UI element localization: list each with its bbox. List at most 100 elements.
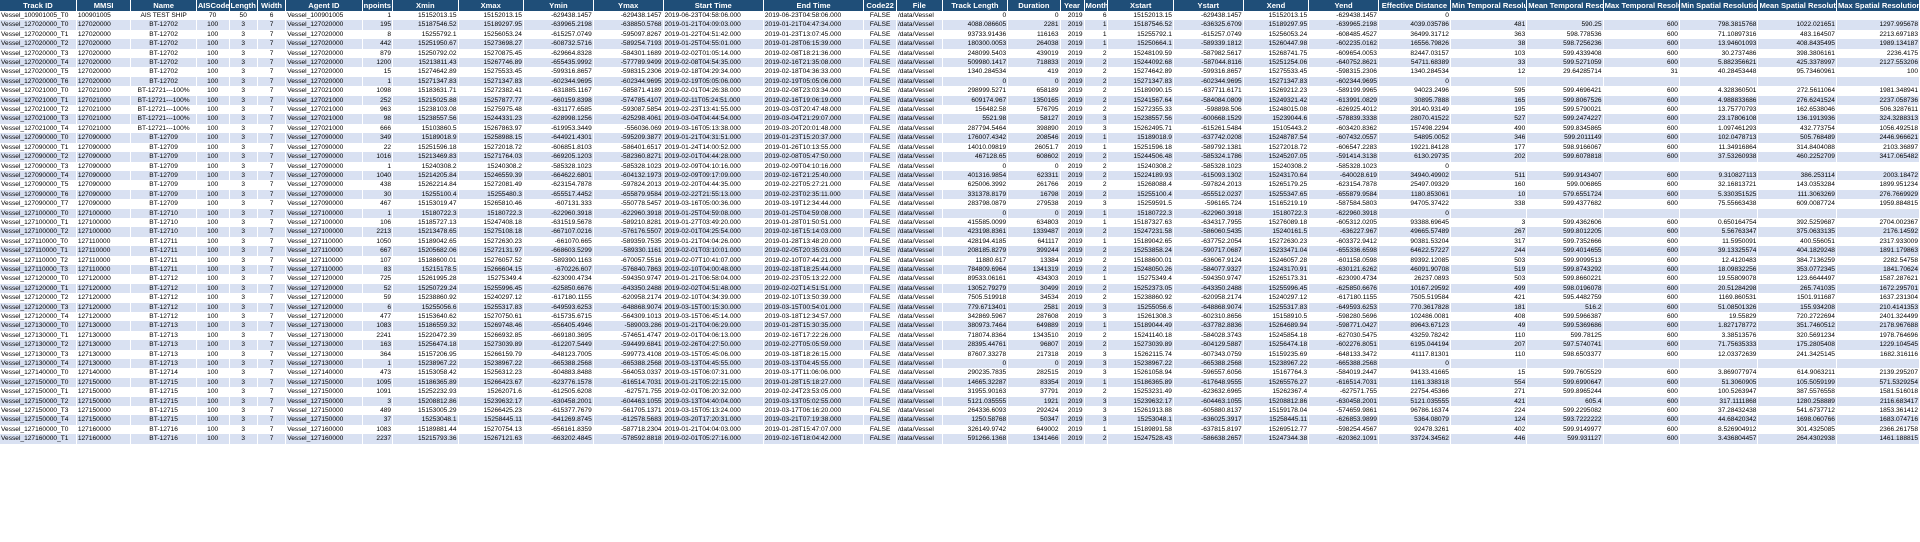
cell-name[interactable]: BT-12715 (130, 377, 197, 388)
cell-mean-temporal-resolution[interactable]: 593.7222222 (1526, 415, 1604, 425)
cell-max-temporal-resolution[interactable]: 600 (1603, 227, 1680, 237)
cell-duration[interactable]: 96807 (1007, 340, 1061, 350)
cell-duration[interactable]: 34534 (1007, 293, 1061, 303)
cell-width[interactable]: 7 (257, 20, 287, 30)
cell-duration[interactable]: 1341319 (1007, 264, 1061, 275)
cell-month[interactable]: 1 (1084, 424, 1109, 435)
cell-ymax[interactable]: -620958.2174 (593, 293, 664, 303)
cell-aiscode[interactable]: 100 (196, 48, 230, 59)
cell-mean-spatial-resolution[interactable]: 614.9063211 (1757, 368, 1837, 378)
cell-ymax[interactable]: -576840.7863 (593, 264, 664, 275)
cell-track-id[interactable]: Vessel_127120000_T3 (0, 302, 77, 312)
cell-max-spatial-resolution[interactable]: 1683.074716 (1836, 415, 1920, 425)
cell-yend[interactable]: -602276.8051 (1308, 340, 1379, 350)
cell-mmsi[interactable]: 100901005 (76, 11, 132, 21)
cell-effective-distance[interactable]: 0 (1378, 161, 1451, 171)
cell-aiscode[interactable]: 100 (196, 29, 230, 40)
cell-code22[interactable]: FALSE (863, 359, 897, 369)
cell-width[interactable]: 7 (257, 246, 287, 256)
cell-file[interactable]: /data/Vessel (896, 368, 943, 378)
cell-track-length[interactable]: 11880.617 (942, 255, 1009, 265)
cell-mmsi[interactable]: 127090000 (76, 199, 132, 209)
cell-effective-distance[interactable]: 0 (1378, 11, 1451, 21)
cell-file[interactable]: /data/Vessel (896, 105, 943, 115)
cell-name[interactable]: BT-12709 (130, 189, 197, 200)
cell-xmin[interactable]: 15251596.18 (392, 142, 459, 153)
cell-npoints[interactable]: 725 (362, 274, 394, 284)
cell-year[interactable]: 2019 (1060, 255, 1085, 265)
cell-track-length[interactable]: 401316.9854 (942, 170, 1009, 181)
cell-ymin[interactable]: -641269.8745 (523, 415, 594, 425)
cell-track-id[interactable]: Vessel_127090000_T6 (0, 189, 77, 200)
cell-duration[interactable]: 576795 (1007, 105, 1061, 115)
cell-mean-temporal-resolution[interactable]: 597.5740741 (1526, 340, 1604, 350)
cell-mean-temporal-resolution[interactable]: 599.8743292 (1526, 264, 1604, 275)
cell-name[interactable]: BT-12721---100% (130, 123, 197, 134)
cell-track-length[interactable]: 1250.58768 (942, 415, 1009, 425)
cell-track-length[interactable]: 4088.086605 (942, 20, 1009, 30)
cell-start-time[interactable]: 2019-02-09T04:10:16.000 (663, 161, 764, 171)
cell-file[interactable]: /data/Vessel (896, 406, 943, 416)
cell-length[interactable]: 3 (229, 293, 258, 303)
cell-effective-distance[interactable]: 0 (1378, 359, 1451, 369)
cell-track-id[interactable]: Vessel_127130000_T0 (0, 321, 77, 331)
column-header-xend[interactable]: Xend (1243, 0, 1310, 11)
cell-code22[interactable]: FALSE (863, 340, 897, 350)
cell-yend[interactable]: -648133.3472 (1308, 349, 1379, 360)
cell-aiscode[interactable]: 100 (196, 368, 230, 378)
cell-npoints[interactable]: 3 (362, 396, 394, 407)
cell-mean-temporal-resolution[interactable]: 599.8012205 (1526, 227, 1604, 237)
cell-xmax[interactable]: 15255480.3 (458, 189, 524, 200)
cell-length[interactable]: 3 (229, 359, 258, 369)
cell-end-time[interactable]: 2019-03-15T00:54:01.000 (763, 302, 865, 312)
table-row[interactable]: Vessel_127150000_T2 127150000 BT-12715 100 3… (0, 396, 1920, 407)
cell-start-time[interactable]: 2019-02-07T10:41:07.000 (663, 255, 764, 265)
cell-min-spatial-resolution[interactable]: 18.09832256 (1679, 264, 1759, 275)
cell-xstart[interactable]: 15189042.65 (1107, 236, 1174, 247)
cell-duration[interactable]: 208546 (1007, 133, 1061, 143)
cell-npoints[interactable]: 83 (362, 264, 394, 275)
cell-start-time[interactable]: 2019-01-21T04:31:51.000 (663, 133, 764, 143)
cell-min-spatial-resolution[interactable]: 5.56763347 (1679, 227, 1759, 237)
cell-npoints[interactable]: 1083 (362, 321, 394, 331)
cell-track-id[interactable]: Vessel_127090000_T7 (0, 199, 77, 209)
cell-start-time[interactable]: 2019-01-21T04:06:29.000 (663, 321, 764, 331)
cell-file[interactable]: /data/Vessel (896, 302, 943, 312)
cell-year[interactable]: 2019 (1060, 199, 1085, 209)
cell-mean-spatial-resolution[interactable]: 375.0633135 (1757, 227, 1837, 237)
cell-month[interactable]: 1 (1084, 208, 1109, 218)
cell-mean-temporal-resolution[interactable]: 590.25 (1526, 20, 1604, 30)
cell-ystart[interactable]: -620958.2174 (1173, 293, 1244, 303)
cell-end-time[interactable]: 2019-01-23T15:20:37.000 (763, 133, 865, 143)
cell-year[interactable]: 2019 (1060, 302, 1085, 312)
cell-year[interactable]: 2019 (1060, 340, 1085, 350)
cell-xstart[interactable]: 15186365.89 (1107, 377, 1174, 388)
cell-max-temporal-resolution[interactable]: 600 (1603, 312, 1680, 322)
cell-month[interactable]: 3 (1084, 199, 1109, 209)
cell-xmax[interactable]: 15272081.49 (458, 180, 524, 190)
column-header-duration[interactable]: Duration (1007, 0, 1061, 11)
cell-ystart[interactable]: -589339.1812 (1173, 39, 1244, 49)
cell-npoints[interactable]: 2237 (362, 434, 394, 444)
cell-xmin[interactable]: 15250792.02 (392, 48, 459, 59)
cell-length[interactable]: 3 (229, 199, 258, 209)
cell-mean-temporal-resolution[interactable]: 29.64285714 (1526, 67, 1604, 77)
cell-name[interactable]: BT-12712 (130, 274, 197, 284)
cell-length[interactable]: 3 (229, 86, 258, 96)
cell-length[interactable]: 3 (229, 321, 258, 331)
cell-track-length[interactable]: 264336.6093 (942, 406, 1009, 416)
cell-ymin[interactable]: -585328.1023 (523, 161, 594, 171)
cell-start-time[interactable]: 2019-06-23T04:58:06.000 (663, 11, 764, 21)
cell-ystart[interactable]: -617648.9555 (1173, 377, 1244, 388)
cell-mean-spatial-resolution[interactable]: 264.4302938 (1757, 434, 1837, 444)
cell-ymin[interactable]: -599316.8657 (523, 67, 594, 77)
cell-min-spatial-resolution[interactable]: 11.5950091 (1679, 236, 1759, 247)
cell-mean-temporal-resolution[interactable]: 599.7605529 (1526, 368, 1604, 378)
cell-aiscode[interactable]: 100 (196, 199, 230, 209)
cell-xend[interactable]: 15255996.45 (1243, 283, 1310, 294)
cell-width[interactable]: 7 (257, 312, 287, 322)
cell-year[interactable]: 2019 (1060, 20, 1085, 30)
cell-file[interactable]: /data/Vessel (896, 283, 943, 294)
cell-agent-id[interactable]: Vessel_127020000 (285, 48, 363, 59)
cell-aiscode[interactable]: 100 (196, 95, 230, 106)
